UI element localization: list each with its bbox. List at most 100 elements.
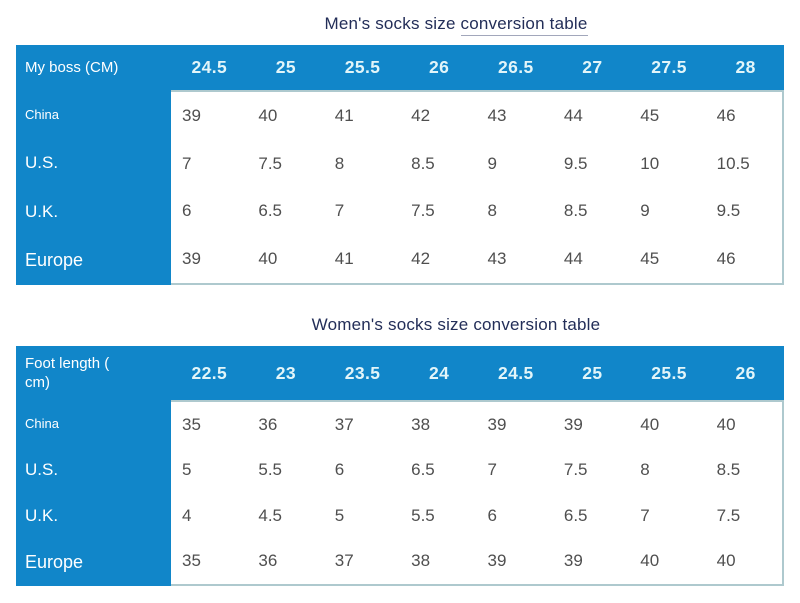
size-value-cell: 38 xyxy=(411,414,431,434)
size-value-cell: 9 xyxy=(640,201,650,221)
size-value-cell: 6 xyxy=(334,460,345,480)
size-value-cell: 37 xyxy=(334,414,354,434)
size-value-cell: 7 xyxy=(334,201,345,221)
size-value-cell: 7 xyxy=(487,460,497,480)
size-value-cell: 40 xyxy=(716,551,736,571)
size-value-cell: 45 xyxy=(640,249,660,269)
row-label-column: China U.S. U.K. Europe xyxy=(16,400,171,586)
size-value-cell: 8.5 xyxy=(411,153,435,173)
table-data-area: 35 36 37 38 39 39 40 40 5 5.5 6 6.5 7 7.5 8 8.5 4 4.5 5 5.5… xyxy=(171,400,784,586)
row-label-us: U.S. xyxy=(25,153,59,173)
size-value-cell: 6 xyxy=(182,201,192,221)
size-value-cell: 5 xyxy=(334,505,345,525)
size-value-cell: 45 xyxy=(640,105,660,125)
size-header-cell: 27 xyxy=(582,57,603,77)
size-header-cell: 22.5 xyxy=(191,362,228,383)
table-title-text: Men's socks size xyxy=(324,14,461,33)
size-value-cell: 9.5 xyxy=(716,201,741,221)
size-value-cell: 4.5 xyxy=(258,505,283,525)
size-header-cell: 25 xyxy=(582,362,603,383)
size-value-cell: 9.5 xyxy=(563,153,588,173)
size-header-cell: 24.5 xyxy=(497,362,534,383)
size-value-cell: 40 xyxy=(640,414,660,434)
size-value-cell: 7.5 xyxy=(716,505,741,525)
size-header-cell: 23 xyxy=(275,362,297,383)
size-value-cell: 6 xyxy=(487,505,497,525)
size-value-cell: 7.5 xyxy=(258,153,283,173)
size-value-cell: 8 xyxy=(487,201,497,221)
size-value-cell: 6.5 xyxy=(258,201,283,221)
size-value-cell: 39 xyxy=(487,551,507,571)
row-label-column: China U.S. U.K. Europe xyxy=(16,90,171,285)
size-value-cell: 38 xyxy=(411,551,431,571)
size-header-cell: 28 xyxy=(735,57,756,77)
size-value-cell: 37 xyxy=(334,551,354,571)
size-header-cell: 27.5 xyxy=(651,57,687,77)
size-value-cell: 6.5 xyxy=(563,505,588,525)
row-label-us: U.S. xyxy=(25,459,59,479)
size-table-section: Men's socks size conversion table My bos… xyxy=(0,13,800,285)
table-data-area: 39 40 41 42 43 44 45 46 7 7.5 8 8.5 9 9.5 10 10.5 6 6.5 7 7… xyxy=(171,90,784,285)
size-value-cell: 5.5 xyxy=(411,505,435,525)
row-label-china: China xyxy=(25,415,59,431)
size-value-cell: 46 xyxy=(716,249,736,269)
size-value-cell: 5 xyxy=(182,460,192,480)
size-value-cell: 5.5 xyxy=(258,460,283,480)
table-header-row: My boss (CM) 24.5 25 25.5 26 26.5 27 27.5 28 xyxy=(16,45,784,90)
size-value-cell: 6.5 xyxy=(411,460,435,480)
size-header-cell: 23.5 xyxy=(344,362,381,383)
size-value-cell: 10 xyxy=(640,153,660,173)
size-value-cell: 7.5 xyxy=(563,460,588,480)
tables-root: Men's socks size conversion table My bos… xyxy=(0,13,800,586)
table-title-underline-text: conversion table xyxy=(460,14,588,36)
size-value-cell: 39 xyxy=(182,249,201,269)
corner-label-text: My boss (CM) xyxy=(25,59,119,76)
corner-label-text: Foot length ( cm) xyxy=(25,355,110,391)
table-body: China U.S. U.K. Europe 39 40 41 42 43 44 45 46 7 7.5… xyxy=(16,90,784,285)
size-value-cell: 7 xyxy=(640,505,650,525)
size-header-cell: 25.5 xyxy=(651,362,687,383)
size-value-cell: 35 xyxy=(182,551,201,571)
size-conversion-table: Foot length ( cm) 22.5 23 23.5 24 24.5 25 25.5… xyxy=(16,346,784,586)
size-value-cell: 39 xyxy=(487,414,507,434)
size-conversion-table: My boss (CM) 24.5 25 25.5 26 26.5 27 27.5 28 Ch… xyxy=(16,45,784,285)
row-label-europe: Europe xyxy=(25,250,84,271)
size-value-cell: 8.5 xyxy=(716,460,741,480)
table-title: Men's socks size conversion table xyxy=(0,13,800,36)
size-value-cell: 39 xyxy=(182,105,201,125)
size-value-cell: 46 xyxy=(716,105,736,125)
row-label-europe: Europe xyxy=(25,552,84,573)
size-value-cell: 7 xyxy=(182,153,192,173)
size-value-cell: 40 xyxy=(716,414,736,434)
table-body: China U.S. U.K. Europe 35 36 37 38 39 39 40 40 5 5.5… xyxy=(16,400,784,586)
size-value-cell: 8 xyxy=(640,460,650,480)
size-value-cell: 39 xyxy=(563,551,583,571)
corner-label-cell: My boss (CM) xyxy=(16,58,171,77)
size-header-cell: 25 xyxy=(275,57,297,77)
size-value-cell: 40 xyxy=(640,551,660,571)
size-table-section: Women's socks size conversion table Foot… xyxy=(0,314,800,586)
size-header-cell: 24 xyxy=(429,362,450,383)
size-value-cell: 8 xyxy=(334,153,345,173)
row-label-uk: U.K. xyxy=(25,506,59,526)
size-value-cell: 42 xyxy=(411,249,431,269)
table-header-row: Foot length ( cm) 22.5 23 23.5 24 24.5 25 25.5… xyxy=(16,346,784,400)
size-value-cell: 35 xyxy=(182,414,201,434)
size-header-cell: 25.5 xyxy=(344,57,381,77)
size-value-cell: 9 xyxy=(487,153,497,173)
corner-label-cell: Foot length ( cm) xyxy=(16,354,171,392)
size-value-cell: 41 xyxy=(334,105,354,125)
row-label-china: China xyxy=(25,106,59,122)
size-value-cell: 44 xyxy=(563,105,583,125)
size-header-cell: 26.5 xyxy=(497,57,534,77)
size-value-cell: 42 xyxy=(411,105,431,125)
size-value-cell: 40 xyxy=(258,249,278,269)
size-value-cell: 10.5 xyxy=(716,153,750,173)
size-value-cell: 44 xyxy=(563,249,583,269)
size-value-cell: 43 xyxy=(487,249,507,269)
size-value-cell: 36 xyxy=(258,551,278,571)
size-value-cell: 43 xyxy=(487,105,507,125)
size-value-cell: 40 xyxy=(258,105,278,125)
size-value-cell: 36 xyxy=(258,414,278,434)
